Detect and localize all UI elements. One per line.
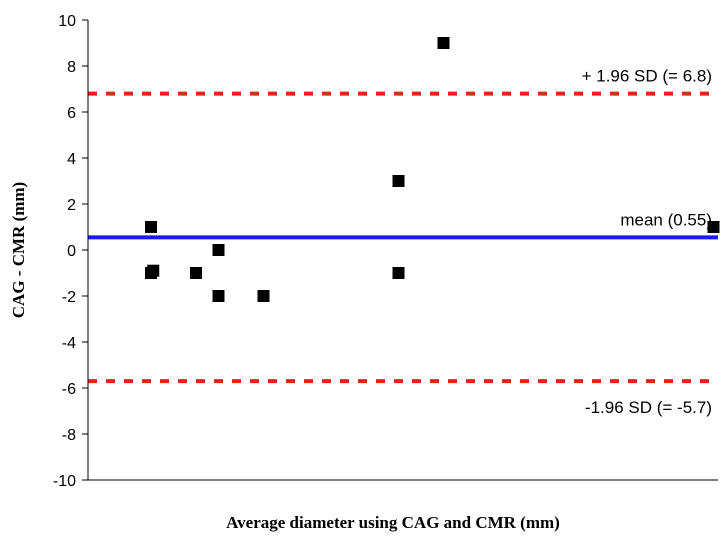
data-point — [437, 37, 450, 49]
reference-line-label: -1.96 SD (= -5.7) — [585, 398, 712, 417]
y-tick-label: 0 — [67, 243, 76, 260]
y-tick-label: -6 — [62, 381, 76, 398]
reference-lines: + 1.96 SD (= 6.8) mean (0.55) -1.96 SD (= … — [88, 67, 718, 417]
y-axis-title: CAG - CMR (mm) — [9, 182, 28, 318]
data-point — [190, 267, 202, 279]
y-tick-label: 10 — [58, 13, 76, 30]
y-tick-label: -10 — [53, 473, 76, 490]
y-tick-label: -4 — [62, 335, 76, 352]
data-points — [145, 37, 720, 302]
y-tick-label: 6 — [67, 105, 76, 122]
y-tick-label: 8 — [67, 59, 76, 76]
data-point — [707, 221, 720, 233]
y-tick-label: -8 — [62, 427, 76, 444]
data-point — [392, 175, 405, 187]
reference-line-label: mean (0.55) — [620, 210, 712, 229]
y-tick-label: 2 — [67, 197, 76, 214]
data-point — [257, 290, 270, 302]
data-point — [212, 290, 225, 302]
data-point — [212, 244, 225, 256]
data-point — [145, 221, 157, 233]
y-tick-label: -2 — [62, 289, 76, 306]
data-point — [392, 267, 405, 279]
y-axis-ticks: 10 8 6 4 2 0 -2 -4 -6 -8 -10 — [53, 13, 88, 490]
data-point — [147, 264, 160, 277]
y-tick-label: 4 — [67, 151, 76, 168]
x-axis-title: Average diameter using CAG and CMR (mm) — [226, 513, 560, 532]
reference-line-label: + 1.96 SD (= 6.8) — [582, 67, 712, 86]
